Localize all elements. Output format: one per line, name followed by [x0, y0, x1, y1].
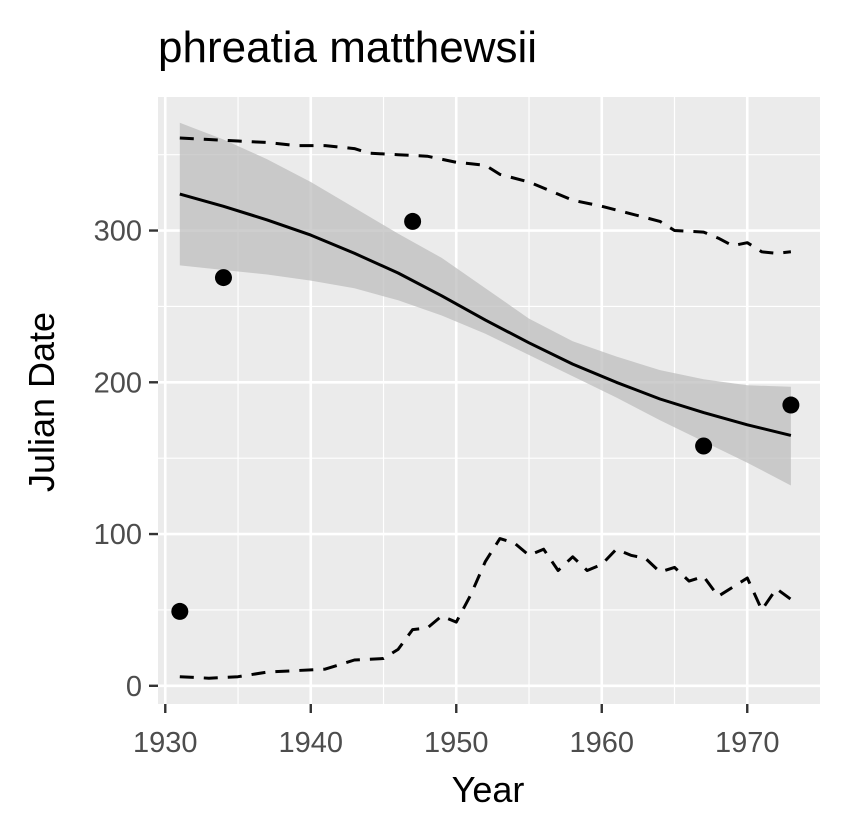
- y-tick-label: 100: [94, 519, 142, 551]
- data-point: [695, 437, 713, 455]
- confidence-ribbon: [179, 122, 791, 486]
- data-point: [404, 212, 422, 230]
- x-tick-label: 1960: [570, 727, 635, 759]
- x-tick-label: 1970: [715, 727, 780, 759]
- y-axis-title: Julian Date: [21, 312, 62, 492]
- x-tick-label: 1940: [279, 727, 344, 759]
- data-point: [171, 602, 189, 620]
- x-tick-label: 1950: [424, 727, 489, 759]
- lower-dashed-line: [179, 537, 792, 680]
- data-point: [214, 269, 232, 287]
- grid-major: [158, 97, 820, 704]
- y-axis-ticks: 0 100 200 300: [94, 216, 158, 703]
- upper-dashed-line: [179, 136, 792, 255]
- fit-line: [179, 192, 792, 437]
- chart-title: phreatia matthewsii: [158, 23, 537, 72]
- x-tick-label: 1930: [133, 727, 198, 759]
- y-tick-label: 0: [126, 671, 142, 703]
- data-points: [171, 212, 800, 620]
- data-point: [782, 396, 800, 414]
- x-axis-ticks: 1930 1940 1950 1960 1970: [133, 704, 780, 759]
- x-axis-title: Year: [452, 769, 525, 810]
- y-tick-label: 200: [94, 367, 142, 399]
- y-tick-label: 300: [94, 216, 142, 248]
